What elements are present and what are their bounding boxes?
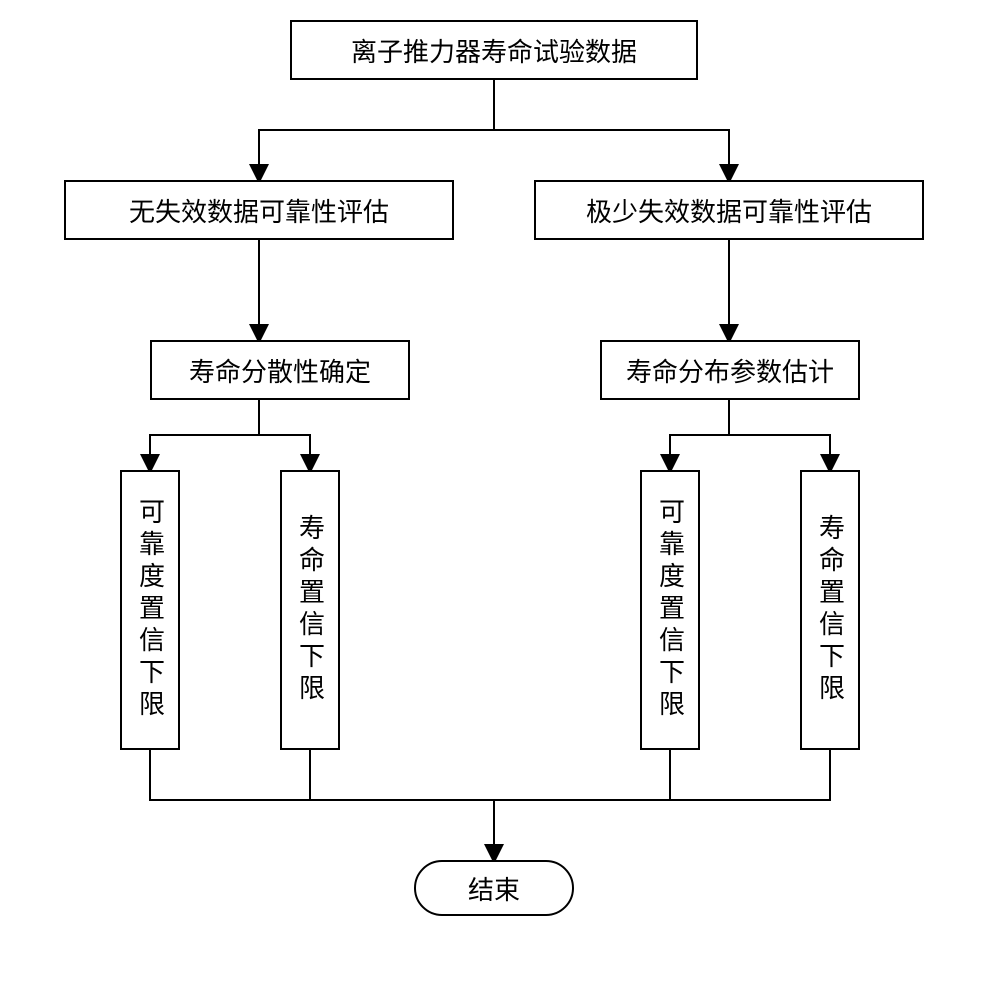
node-v-left-a: 可靠度置信下限 [120,470,180,750]
node-v-left-b-label: 寿命置信下限 [292,514,329,706]
node-v-left-a-label: 可靠度置信下限 [132,498,169,722]
node-left-2: 寿命分散性确定 [150,340,410,400]
node-right-1-label: 极少失效数据可靠性评估 [586,192,872,229]
node-left-1: 无失效数据可靠性评估 [64,180,454,240]
flowchart-diagram: 离子推力器寿命试验数据 无失效数据可靠性评估 极少失效数据可靠性评估 寿命分散性… [0,0,988,1000]
node-end-label: 结束 [468,870,520,907]
node-v-right-a: 可靠度置信下限 [640,470,700,750]
node-root-label: 离子推力器寿命试验数据 [351,32,637,69]
node-v-left-b: 寿命置信下限 [280,470,340,750]
node-left-1-label: 无失效数据可靠性评估 [129,192,389,229]
node-right-2: 寿命分布参数估计 [600,340,860,400]
node-v-right-b: 寿命置信下限 [800,470,860,750]
node-right-1: 极少失效数据可靠性评估 [534,180,924,240]
node-end: 结束 [414,860,574,916]
node-left-2-label: 寿命分散性确定 [189,352,371,389]
node-v-right-b-label: 寿命置信下限 [812,514,849,706]
node-right-2-label: 寿命分布参数估计 [626,352,834,389]
node-v-right-a-label: 可靠度置信下限 [652,498,689,722]
node-root: 离子推力器寿命试验数据 [290,20,698,80]
